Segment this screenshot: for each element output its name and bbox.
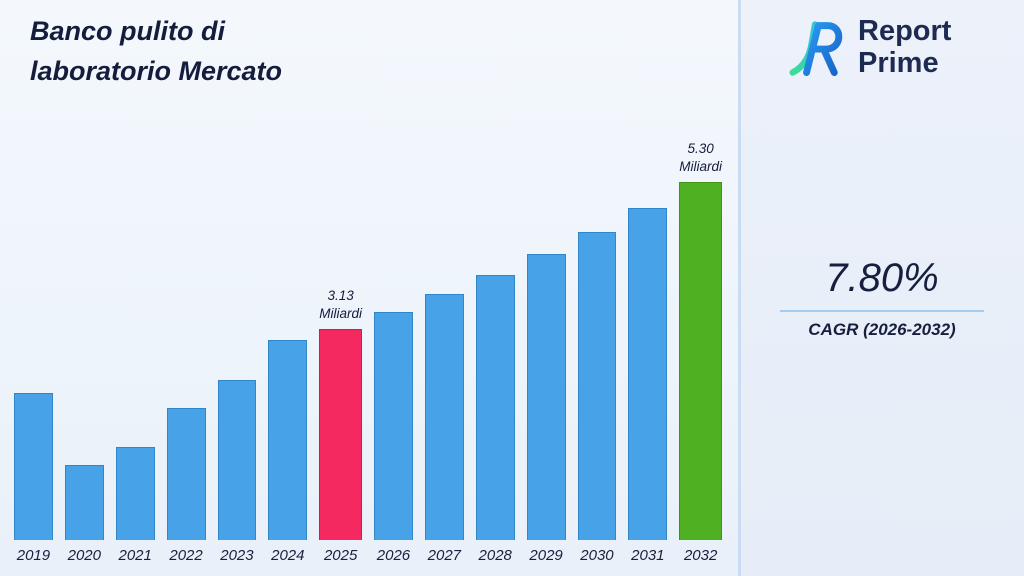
- bar-2032[interactable]: [679, 182, 723, 540]
- bar-column-2031: 2031: [628, 208, 668, 564]
- x-axis-label-2028: 2028: [478, 547, 512, 564]
- bar-2022[interactable]: [166, 408, 206, 540]
- bar-2024[interactable]: [268, 340, 308, 540]
- bar-2023[interactable]: [217, 380, 257, 540]
- logo-word-prime: Prime: [858, 46, 939, 79]
- bar-2019[interactable]: [14, 393, 53, 540]
- x-axis-label-2027: 2027: [427, 547, 462, 564]
- bar-column-2027: 2027: [424, 294, 464, 564]
- report-prime-logo-text: Report Prime: [858, 15, 952, 80]
- bar-2031[interactable]: [628, 208, 668, 540]
- x-axis-label-2024: 2024: [271, 547, 305, 564]
- x-axis-label-2030: 2030: [580, 547, 614, 564]
- x-axis-label-2022: 2022: [169, 547, 203, 564]
- bar-column-2024: 2024: [268, 340, 308, 564]
- cagr-label: CAGR (2026-2032): [808, 320, 956, 339]
- x-axis-label-2019: 2019: [16, 547, 51, 564]
- x-axis-label-2023: 2023: [220, 547, 254, 564]
- bar-2028[interactable]: [475, 275, 515, 540]
- report-prime-logo-icon: [789, 21, 843, 76]
- bar-value-label-2025: 3.13 Miliardi: [319, 287, 363, 321]
- bar-column-2029: 2029: [526, 254, 566, 564]
- bar-column-2019: 2019: [14, 393, 53, 564]
- bar-value-label-2032: 5.30 Miliardi: [679, 140, 723, 174]
- vertical-divider: [738, 0, 741, 576]
- page-title: Banco pulito di laboratorio Mercato: [30, 16, 283, 86]
- logo-word-report: Report: [858, 15, 952, 47]
- bar-chart: 2019 2020 2021 2022 2023 2024 3.13 Miliardi 202…: [14, 140, 723, 564]
- report-prime-logo: Report Prime: [782, 15, 952, 80]
- bar-2026[interactable]: [374, 312, 413, 540]
- bar-2025[interactable]: [319, 329, 363, 540]
- bar-2020[interactable]: [64, 465, 104, 540]
- bar-2021[interactable]: [115, 447, 155, 540]
- x-axis-label-2031: 2031: [631, 547, 665, 564]
- bar-column-2023: 2023: [217, 380, 257, 564]
- x-axis-label-2026: 2026: [376, 547, 411, 564]
- cagr-value: 7.80%: [825, 256, 939, 300]
- bar-column-2026: 2026: [374, 312, 413, 564]
- cagr-block: 7.80% CAGR (2026-2032): [770, 256, 994, 340]
- bar-column-2022: 2022: [166, 408, 206, 564]
- x-axis-label-2025: 2025: [323, 547, 358, 564]
- stats-panel: [741, 0, 1024, 576]
- bar-column-2028: 2028: [475, 275, 515, 564]
- bar-2030[interactable]: [577, 232, 617, 540]
- bar-column-2021: 2021: [115, 447, 155, 564]
- bar-2027[interactable]: [424, 294, 464, 540]
- x-axis-label-2021: 2021: [118, 547, 152, 564]
- x-axis-label-2029: 2029: [529, 547, 563, 564]
- x-axis-label-2032: 2032: [683, 547, 718, 564]
- bar-column-2025: 3.13 Miliardi 2025: [319, 287, 363, 564]
- bar-column-2032: 5.30 Miliardi 2032: [679, 140, 723, 564]
- bar-2029[interactable]: [526, 254, 566, 540]
- bar-column-2020: 2020: [64, 465, 104, 564]
- cagr-underline: [780, 310, 984, 312]
- x-axis-label-2020: 2020: [67, 547, 101, 564]
- bar-column-2030: 2030: [577, 232, 617, 564]
